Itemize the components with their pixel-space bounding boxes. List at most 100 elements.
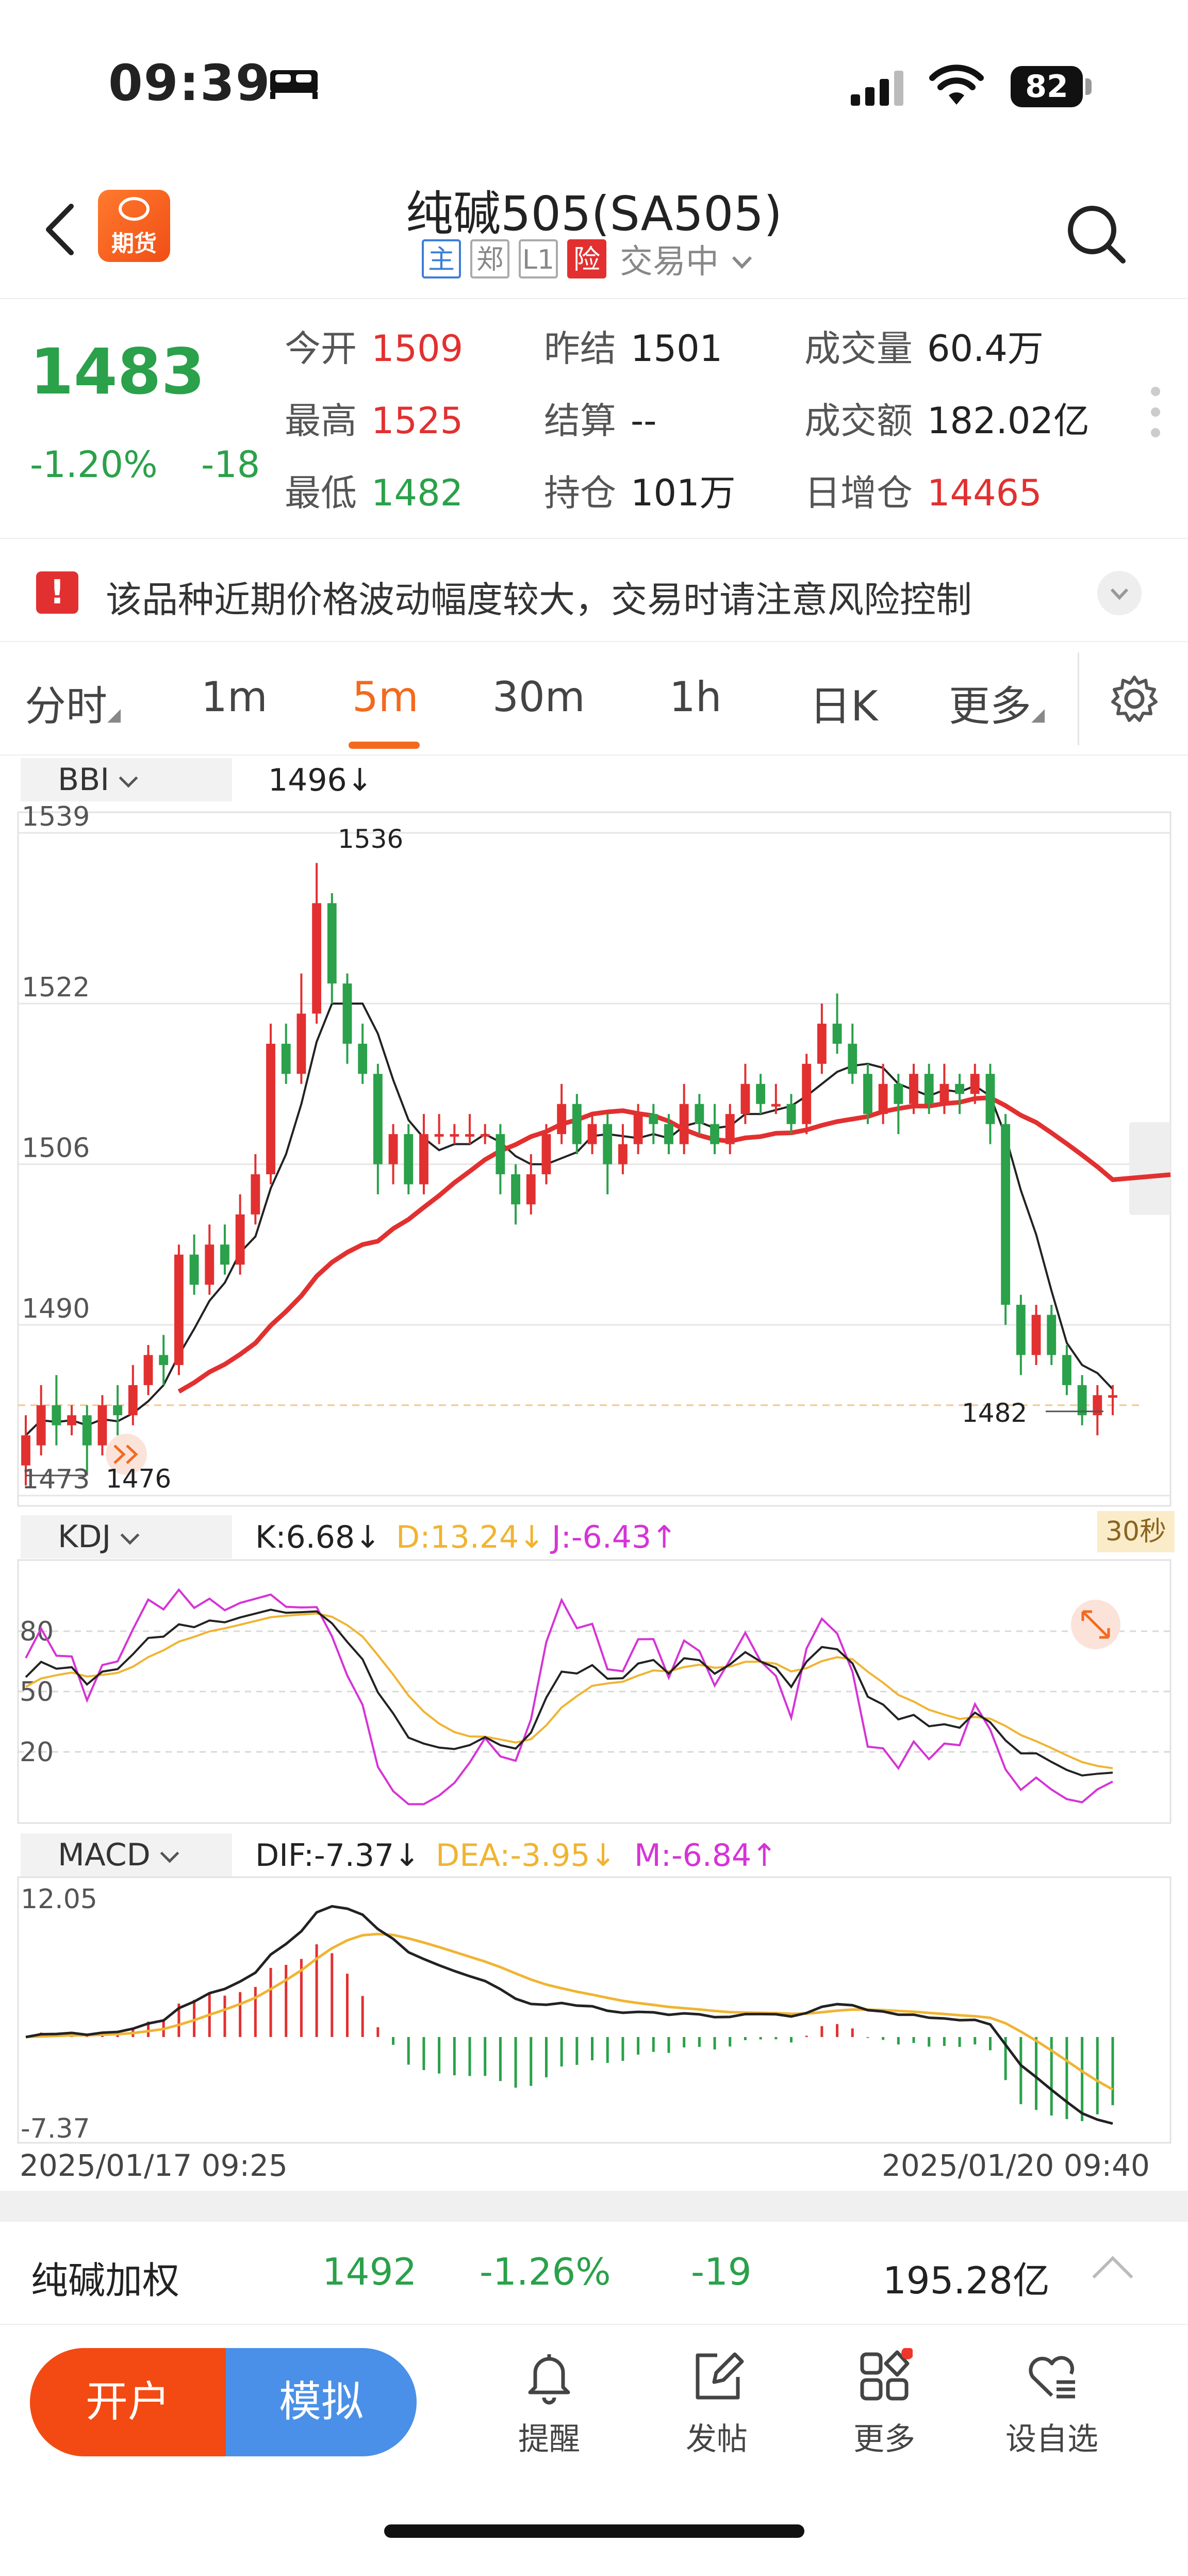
quote-field: 昨结 1501 [544, 320, 722, 372]
macd-m-value: M:-6.84↑ [634, 1837, 778, 1874]
candle-body [36, 1405, 46, 1446]
tab-daily-k[interactable]: 日K [810, 682, 878, 730]
status-time: 09:39 [108, 54, 271, 112]
tab-more-apps[interactable]: 更多 [828, 2348, 941, 2459]
candle-body [603, 1124, 613, 1164]
risk-notice[interactable]: ! 该品种近期价格波动幅度较大，交易时请注意风险控制 [0, 539, 1188, 642]
candle-body [511, 1174, 520, 1205]
y-tick-label: 1506 [22, 1133, 90, 1164]
chart-end-date: 2025/01/20 09:40 [882, 2148, 1150, 2183]
tab-alert[interactable]: 提醒 [492, 2348, 606, 2459]
tab-1h[interactable]: 1h [669, 673, 722, 721]
candle-body [189, 1254, 199, 1285]
more-dots-icon[interactable] [1148, 387, 1163, 454]
candle-body [878, 1084, 888, 1114]
bbi-selector[interactable]: BBI [21, 758, 232, 801]
quote-field-value: 182.02亿 [927, 400, 1090, 442]
battery-tip [1085, 78, 1092, 95]
quote-field-value: 60.4万 [927, 327, 1044, 370]
candle-body [143, 1355, 153, 1385]
candle-body [342, 983, 352, 1044]
quote-field: 成交额 182.02亿 [804, 392, 1090, 444]
tab-30m[interactable]: 30m [492, 673, 585, 721]
tab-divider [1078, 652, 1079, 745]
y-tick-label: 1522 [22, 972, 90, 1003]
chevron-up-icon[interactable] [1092, 2256, 1133, 2297]
candle-body [312, 903, 322, 1014]
kdj-k-value: K:6.68↓ [255, 1519, 381, 1555]
tab-post-label: 发帖 [686, 2421, 748, 2457]
composite-price: 1492 [322, 2250, 417, 2293]
fast-forward-icon [106, 1434, 147, 1475]
status-bar: 09:39 82 [0, 0, 1188, 155]
composite-change: -19 [691, 2250, 752, 2293]
notice-text: 该品种近期价格波动幅度较大，交易时请注意风险控制 [106, 579, 972, 621]
candle-body [67, 1415, 76, 1425]
quote-field-value: 1482 [371, 472, 464, 514]
search-icon[interactable] [1062, 200, 1129, 267]
quote-field-value: 1509 [371, 327, 464, 370]
candle-body [251, 1174, 260, 1215]
quote-field-label: 昨结 [544, 327, 616, 370]
kdj-j-value: J:-6.43↑ [552, 1519, 678, 1555]
candle-body [82, 1415, 92, 1446]
candle-body [419, 1134, 428, 1185]
candle-body [924, 1074, 934, 1104]
wifi-icon [929, 64, 984, 105]
tab-add-watchlist[interactable]: 设自选 [995, 2348, 1109, 2459]
y-tick-label: 1490 [22, 1293, 90, 1324]
candle-body [526, 1174, 536, 1205]
last-price-label: 1482 [962, 1398, 1027, 1428]
open-account-button[interactable]: 开户 [30, 2348, 226, 2456]
app-logo: 期货 [98, 190, 170, 262]
tab-timeshare[interactable]: 分时◢ [25, 682, 121, 730]
candle-body [235, 1214, 245, 1265]
macd-max-label: 12.05 [21, 1884, 97, 1915]
candle-body [159, 1355, 169, 1365]
apps-grid-icon [860, 2348, 913, 2401]
candle-body [1047, 1315, 1057, 1355]
trade-state-dropdown[interactable]: 交易中 [620, 235, 755, 283]
candle-body [710, 1124, 719, 1144]
candle-body [771, 1104, 781, 1107]
quote-field: 持仓 101万 [544, 464, 736, 516]
tab-post[interactable]: 发帖 [660, 2348, 773, 2459]
candle-body [465, 1134, 474, 1137]
candle-body [587, 1124, 597, 1144]
candle-body [970, 1074, 980, 1094]
back-arrow-icon[interactable] [41, 201, 77, 258]
quote-field-value: 1501 [631, 327, 723, 370]
change-amount: -18 [201, 444, 260, 486]
logo-text: 期货 [111, 231, 157, 257]
quote-field-label: 最高 [285, 400, 357, 442]
candle-body [695, 1104, 704, 1124]
refresh-interval[interactable]: 30秒 [1097, 1511, 1175, 1552]
composite-index-row[interactable]: 纯碱加权 1492 -1.26% -19 195.28亿 [0, 2222, 1188, 2325]
chevron-down-icon[interactable] [1097, 571, 1142, 615]
edit-icon [696, 2352, 744, 2400]
active-tab-indicator [349, 742, 420, 749]
quote-field-label: 最低 [285, 472, 357, 514]
tab-1m[interactable]: 1m [201, 673, 268, 721]
simulate-button[interactable]: 模拟 [226, 2348, 417, 2456]
macd-selector[interactable]: MACD [21, 1833, 232, 1877]
candle-body [633, 1114, 643, 1144]
candle-body [679, 1104, 689, 1144]
candle-body [1062, 1355, 1071, 1385]
kdj-selector[interactable]: KDJ [21, 1515, 232, 1558]
tab-5m[interactable]: 5m [352, 673, 419, 721]
change-percent: -1.20% [30, 444, 158, 486]
tab-more[interactable]: 更多◢ [949, 682, 1045, 730]
warning-icon: ! [36, 571, 78, 614]
candle-body [557, 1104, 567, 1135]
kdj-d-line [25, 1612, 1113, 1769]
quote-panel: 1483 -1.20% -18 今开 1509 昨结 1501 成交量 60.4万 最高 15… [0, 299, 1188, 539]
y-tick-label: 1539 [22, 801, 90, 832]
gear-icon[interactable] [1109, 673, 1160, 725]
candle-body [1031, 1315, 1041, 1355]
candle-body [373, 1074, 383, 1164]
macd-dea-line [25, 1932, 1114, 2091]
tag-risk[interactable]: 险 [567, 239, 606, 278]
chart-start-date: 2025/01/17 09:25 [20, 2148, 288, 2183]
